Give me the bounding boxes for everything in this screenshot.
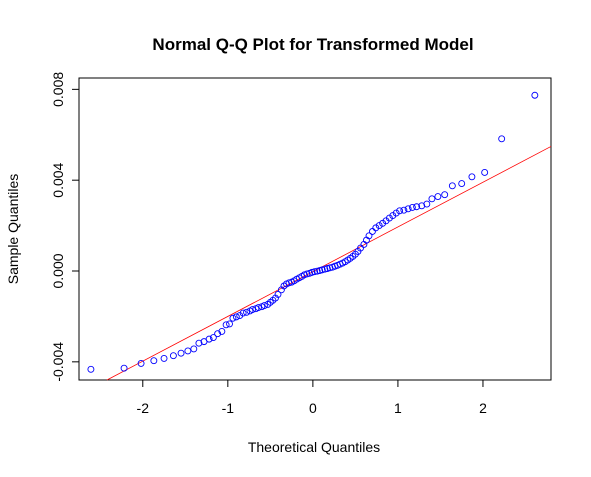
- qq-point: [434, 193, 442, 200]
- qq-point: [243, 308, 250, 316]
- qq-point: [226, 320, 233, 328]
- qq-point: [408, 203, 416, 211]
- qq-point: [137, 359, 145, 367]
- qq-reference-line: [106, 146, 552, 381]
- qq-point: [214, 330, 222, 338]
- y-axis: -0.004 0.000 0.004 0.008: [50, 72, 80, 382]
- y-axis-label: Sample Quantiles: [5, 174, 21, 285]
- qq-point: [375, 222, 383, 230]
- x-axis: -2 -1 0 1 2: [137, 379, 487, 416]
- qq-point: [195, 339, 203, 347]
- qq-point: [498, 135, 506, 143]
- qq-point: [481, 169, 489, 176]
- qq-point: [239, 309, 247, 317]
- qq-point: [441, 191, 449, 199]
- x-tick-label: -2: [137, 400, 150, 416]
- qq-point: [120, 364, 128, 372]
- qq-point: [150, 357, 158, 365]
- qq-point: [169, 352, 177, 360]
- qq-point: [428, 195, 436, 203]
- qq-point: [392, 209, 400, 217]
- qq-point: [396, 207, 404, 215]
- plot-area-frame: [78, 77, 552, 381]
- qq-point: [423, 200, 431, 208]
- qq-point: [400, 206, 408, 214]
- qq-point: [205, 335, 213, 343]
- qq-point: [254, 304, 262, 312]
- qq-point: [404, 205, 412, 213]
- qq-point: [458, 180, 466, 188]
- x-tick-label: 2: [479, 400, 487, 416]
- x-tick-label: 0: [309, 400, 317, 416]
- qq-point: [177, 349, 185, 357]
- qq-point: [209, 334, 217, 341]
- qq-point: [232, 313, 240, 321]
- points-layer: [87, 91, 539, 373]
- qq-point: [311, 268, 319, 276]
- qq-point: [249, 306, 256, 314]
- qq-point: [260, 302, 268, 309]
- qq-point: [229, 314, 237, 322]
- y-tick-label: 0.004: [50, 162, 66, 197]
- qq-point: [274, 290, 282, 298]
- qq-point: [218, 327, 226, 335]
- qq-point: [368, 228, 376, 235]
- qq-point: [531, 91, 539, 99]
- qq-point: [365, 232, 373, 240]
- qq-point: [448, 182, 456, 190]
- qq-point: [468, 173, 476, 181]
- qq-point: [190, 345, 198, 353]
- y-tick-label: 0.000: [50, 253, 66, 288]
- qq-point: [372, 224, 380, 232]
- chart-title: Normal Q-Q Plot for Transformed Model: [152, 35, 473, 54]
- qq-point: [222, 321, 230, 329]
- x-tick-label: -1: [222, 400, 235, 416]
- x-tick-label: 1: [394, 400, 402, 416]
- qq-point: [184, 347, 192, 355]
- y-tick-label: -0.004: [50, 342, 66, 382]
- reference-line-layer: [106, 146, 552, 381]
- qq-point: [357, 244, 364, 252]
- qq-point: [413, 203, 421, 211]
- qq-point: [87, 365, 95, 373]
- y-tick-label: 0.008: [50, 72, 66, 107]
- qq-point: [160, 354, 168, 362]
- x-axis-label: Theoretical Quantiles: [248, 439, 380, 455]
